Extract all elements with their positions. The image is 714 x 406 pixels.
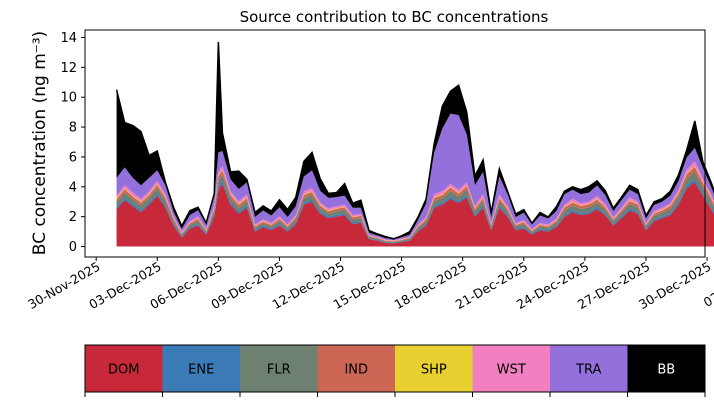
y-tick-label: 0 (69, 240, 77, 255)
legend-label: DOM (108, 363, 139, 378)
legend-swatch-shp (395, 345, 473, 392)
legend-swatch-wst (472, 345, 550, 392)
legend-label: WST (497, 363, 526, 378)
area-flr (116, 171, 714, 243)
y-axis-label: BC concentration (ng m⁻³) (30, 31, 50, 255)
plot-frame (84, 29, 706, 258)
legend-swatch-flr (240, 345, 318, 392)
area-ind (116, 166, 714, 243)
legend-label: TRA (575, 363, 601, 378)
y-tick-label: 8 (69, 121, 77, 136)
y-axis: 0 2 4 6 8 10 12 14 (60, 31, 85, 255)
chart-title: Source contribution to BC concentrations (240, 8, 549, 26)
total-line (115, 41, 714, 240)
legend-label: IND (344, 363, 368, 378)
y-tick-label: 4 (69, 180, 77, 195)
legend-swatch-tra (550, 345, 628, 392)
legend-label: SHP (421, 363, 447, 378)
area-dom (116, 182, 714, 247)
y-tick-label: 2 (69, 210, 77, 225)
legend-swatch-bb (627, 345, 705, 392)
legend-swatch-dom (85, 345, 163, 392)
y-tick-label: 14 (60, 31, 77, 46)
legend-label: FLR (267, 363, 291, 378)
y-tick-label: 6 (69, 150, 77, 165)
x-axis: 30-Nov-202503-Dec-202506-Dec-202509-Dec-… (25, 257, 714, 312)
y-tick-label: 12 (60, 61, 77, 76)
area-shp (116, 165, 714, 242)
legend: DOM ENE FLR IND SHP WST TRA BB (84, 344, 706, 397)
area-layers (115, 41, 714, 247)
legend-label: ENE (188, 363, 214, 378)
area-ene (116, 179, 714, 244)
legend-swatch-ind (317, 345, 395, 392)
legend-swatch-ene (162, 345, 240, 392)
area-wst (116, 161, 714, 242)
legend-label: BB (657, 363, 675, 378)
y-tick-label: 10 (60, 91, 77, 106)
